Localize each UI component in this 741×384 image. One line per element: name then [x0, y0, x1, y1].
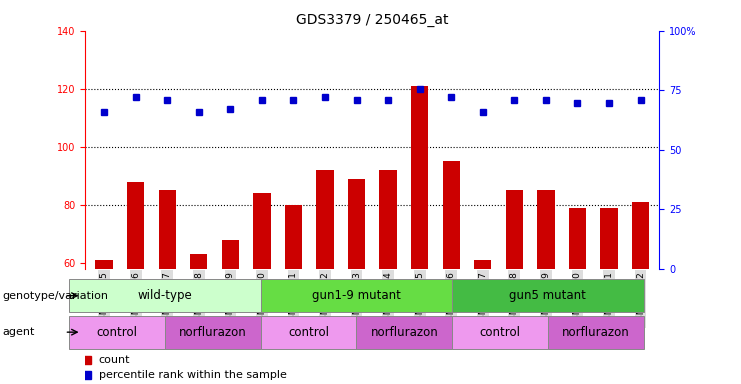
- Bar: [159, 190, 176, 269]
- Bar: [261, 279, 452, 312]
- Bar: [348, 179, 365, 269]
- Bar: [165, 316, 261, 349]
- Bar: [285, 205, 302, 269]
- Bar: [548, 316, 643, 349]
- Bar: [452, 316, 548, 349]
- Text: gun1-9 mutant: gun1-9 mutant: [312, 289, 401, 302]
- Text: genotype/variation: genotype/variation: [2, 291, 108, 301]
- Text: percentile rank within the sample: percentile rank within the sample: [99, 370, 287, 380]
- Text: count: count: [99, 355, 130, 365]
- Bar: [600, 208, 618, 269]
- Text: control: control: [479, 326, 520, 339]
- Text: agent: agent: [2, 327, 35, 337]
- Bar: [632, 202, 649, 269]
- Text: wild-type: wild-type: [138, 289, 193, 302]
- Bar: [411, 86, 428, 269]
- Bar: [452, 279, 643, 312]
- Text: norflurazon: norflurazon: [562, 326, 630, 339]
- Bar: [222, 240, 239, 269]
- Title: GDS3379 / 250465_at: GDS3379 / 250465_at: [296, 13, 448, 27]
- Bar: [356, 316, 452, 349]
- Bar: [69, 316, 165, 349]
- Bar: [96, 260, 113, 269]
- Bar: [316, 170, 333, 269]
- Bar: [474, 260, 491, 269]
- Text: norflurazon: norflurazon: [370, 326, 438, 339]
- Bar: [261, 316, 356, 349]
- Bar: [379, 170, 397, 269]
- Bar: [190, 254, 207, 269]
- Bar: [127, 182, 144, 269]
- Bar: [569, 208, 586, 269]
- Text: norflurazon: norflurazon: [179, 326, 247, 339]
- Bar: [69, 279, 261, 312]
- Bar: [505, 190, 523, 269]
- Bar: [537, 190, 554, 269]
- Text: gun5 mutant: gun5 mutant: [509, 289, 586, 302]
- Bar: [253, 193, 270, 269]
- Bar: [442, 161, 460, 269]
- Text: control: control: [96, 326, 138, 339]
- Text: control: control: [288, 326, 329, 339]
